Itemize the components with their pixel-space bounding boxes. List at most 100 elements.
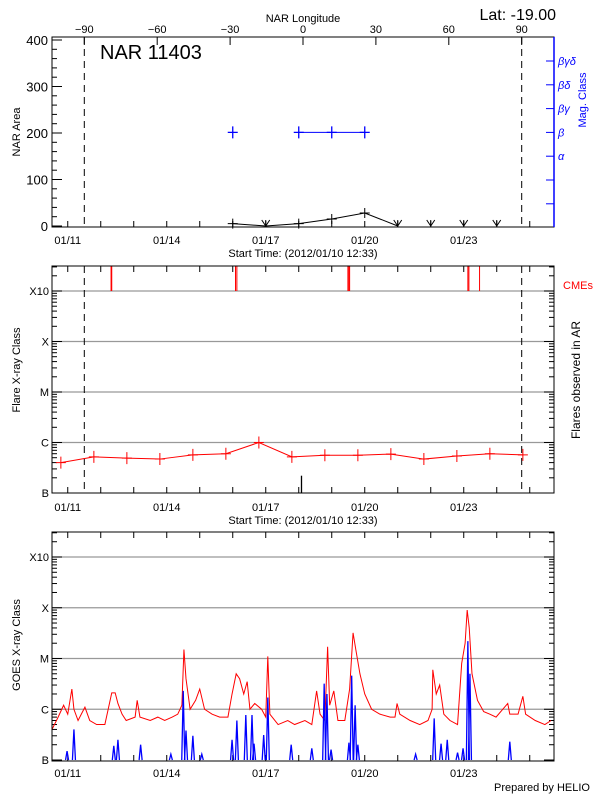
goes-short-spike (115, 739, 121, 761)
goes-short-spike (249, 714, 255, 761)
x-tick-label: 01/23 (450, 502, 478, 514)
y-tick-label: B (42, 488, 49, 500)
x-tick-label: 01/11 (54, 502, 81, 514)
x-tick-label: 01/20 (351, 235, 379, 247)
x-tick-label: 01/11 (54, 235, 81, 247)
flare-class-point (286, 450, 297, 463)
goes-short-spike (413, 751, 418, 761)
panel2-frame (51, 265, 555, 494)
panel-flare-class: B C M X X10 01/11 01/14 01/17 01/20 01/23 Flare X… (11, 265, 593, 527)
y-tick-label: C (41, 704, 49, 716)
goes-short-spike (181, 690, 186, 761)
goes-short-spike (352, 705, 358, 761)
mag-tick-label: βγδ (557, 56, 577, 68)
flare-class-point (451, 450, 462, 463)
mag-tick-label: βγ (557, 104, 571, 116)
flare-class-point (88, 450, 99, 463)
flare-class-point (220, 447, 231, 460)
area-line (232, 212, 398, 227)
goes-short-spike (432, 718, 437, 761)
panel3-frame (51, 531, 555, 762)
xaxis-label-panel1: Start Time: (2012/01/10 12:33) (228, 248, 377, 260)
y-tick-label: 400 (26, 33, 48, 48)
x-tick-label: 01/23 (450, 768, 478, 780)
area-point (326, 214, 337, 225)
x-tick-label: 01/14 (153, 235, 181, 247)
goes-short-spike (265, 697, 270, 761)
goes-short-spike (183, 730, 189, 761)
goes-short-spike (251, 743, 257, 761)
flare-class-point (55, 456, 66, 469)
mag-tick-label: βδ (557, 80, 571, 92)
y-tick-label: C (41, 438, 49, 450)
x-tick-label: 01/11 (54, 768, 81, 780)
area-point-zero (426, 219, 436, 227)
x-tick-label: 01/17 (252, 235, 280, 247)
goes-short-spike (507, 741, 512, 761)
flare-class-point (418, 453, 429, 466)
goes-short-spike (234, 720, 240, 761)
x-tick-label: 01/20 (351, 502, 379, 514)
mag-tick-label: β (557, 127, 565, 139)
goes-short-spike (243, 714, 248, 761)
latitude-label: Lat: -19.00 (480, 7, 557, 24)
goes-short-spike (138, 744, 143, 761)
y-tick-label: X (42, 603, 50, 615)
y-tick-label: 100 (26, 173, 48, 188)
y-tick-label: X10 (29, 552, 49, 564)
flare-class-point (253, 436, 264, 449)
flare-class-point (154, 453, 165, 466)
lon-tick-label: −60 (148, 24, 167, 36)
mag-class-point (326, 126, 337, 139)
mag-tick-label: α (558, 151, 565, 163)
yaxis-label-goes: GOES X-ray Class (11, 599, 23, 691)
goes-short-spike (199, 751, 204, 761)
lon-tick-label: 0 (300, 24, 306, 36)
flare-class-point (187, 448, 198, 461)
x-tick-label: 01/14 (153, 502, 181, 514)
goes-short-spike (289, 744, 294, 761)
goes-short-spike (438, 743, 444, 761)
mag-class-point (359, 126, 370, 139)
yaxis-label-area: NAR Area (11, 107, 23, 157)
y-tick-label: X10 (29, 286, 49, 298)
area-point-zero (261, 219, 271, 227)
panel2-marks: B C M X X10 01/11 01/14 01/17 01/20 01/23 (29, 266, 554, 514)
lon-tick-label: −90 (75, 24, 94, 36)
goes-short-spike (467, 673, 473, 761)
area-point (359, 207, 370, 218)
goes-short-spike (349, 675, 354, 761)
goes-short-spike (322, 683, 327, 761)
cme-label: CMEs (563, 280, 593, 292)
y-tick-label: 300 (26, 80, 48, 95)
goes-short-spike (229, 739, 235, 761)
goes-long-line (51, 610, 552, 730)
flare-class-point (484, 447, 495, 460)
y-tick-label: 0 (41, 219, 48, 234)
goes-short-spike (324, 693, 330, 761)
x-tick-label: 01/17 (252, 768, 280, 780)
goes-short-spike (71, 729, 77, 761)
y-tick-label: M (40, 654, 49, 666)
goes-short-spike (64, 750, 70, 761)
yaxis-label-flare: Flare X-ray Class (11, 327, 23, 412)
goes-short-spike (355, 744, 361, 761)
footer-credit: Prepared by HELIO (494, 782, 590, 794)
area-point-zero (393, 219, 403, 227)
panel3-marks: B C M X X10 01/11 01/14 01/17 01/20 01/23 (29, 532, 554, 780)
lon-tick-label: 90 (516, 24, 528, 36)
goes-short-spike (309, 748, 314, 761)
x-tick-label: 01/14 (153, 768, 181, 780)
panel-nar-area: 0 100 200 300 400 −90 −60 −30 0 30 60 90 01/11 01/14 0… (11, 24, 589, 260)
x-tick-label: 01/20 (351, 768, 379, 780)
flare-class-point (385, 448, 396, 461)
x-tick-label: 01/17 (252, 502, 280, 514)
goes-short-spike (261, 735, 266, 761)
lon-tick-label: 60 (443, 24, 455, 36)
lon-tick-label: −30 (221, 24, 240, 36)
y2axis-label-mag-class: Mag. Class (577, 72, 589, 128)
y2axis-label-flares-observed: Flares observed in AR (569, 321, 583, 439)
mag-class-point (293, 126, 304, 139)
